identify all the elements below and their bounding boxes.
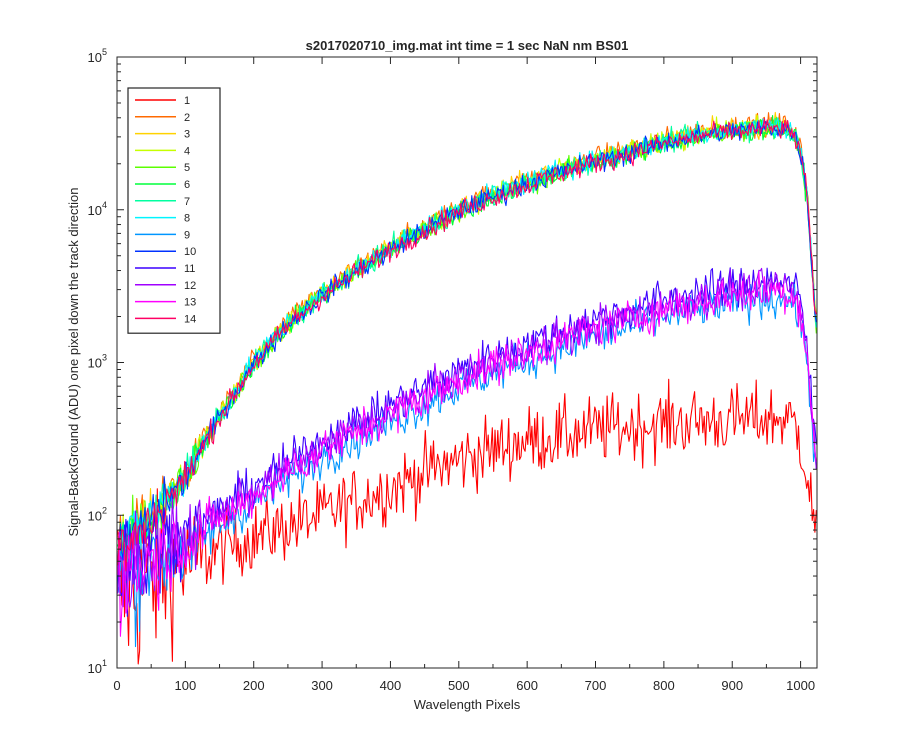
series-line-14 [117, 117, 817, 572]
legend-label-6: 6 [184, 179, 190, 191]
x-tick-label: 500 [448, 678, 470, 693]
x-tick-label: 100 [175, 678, 197, 693]
legend-label-14: 14 [184, 313, 196, 325]
legend-label-10: 10 [184, 246, 196, 258]
y-tick-label: 101 [88, 658, 107, 676]
x-tick-label: 300 [311, 678, 333, 693]
ticks-layer: 0 100 200 300 400 500 600 700 800 900 100010110210… [88, 47, 817, 693]
series-line-13 [117, 271, 817, 637]
legend-label-7: 7 [184, 196, 190, 208]
x-tick-label: 400 [380, 678, 402, 693]
legend-label-12: 12 [184, 280, 196, 292]
y-tick-label: 104 [88, 200, 107, 218]
legend-label-11: 11 [184, 263, 195, 275]
y-tick-label: 105 [88, 47, 107, 65]
x-axis-label: Wavelength Pixels [414, 697, 521, 712]
x-tick-label: 0 [113, 678, 120, 693]
chart-title: s2017020710_img.mat int time = 1 sec NaN… [306, 38, 629, 53]
y-tick-label: 103 [88, 353, 107, 371]
x-tick-label: 1000 [786, 678, 815, 693]
legend-label-8: 8 [184, 213, 190, 225]
legend-label-4: 4 [184, 145, 190, 157]
x-tick-label: 900 [721, 678, 743, 693]
legend-label-5: 5 [184, 162, 190, 174]
legend-label-1: 1 [184, 95, 190, 107]
x-tick-label: 200 [243, 678, 265, 693]
legend-label-2: 2 [184, 112, 190, 124]
legend-label-13: 13 [184, 297, 196, 309]
legend-box [127, 87, 221, 334]
legend-label-9: 9 [184, 229, 190, 241]
x-tick-label: 700 [585, 678, 607, 693]
series-line-10 [117, 121, 817, 588]
series-layer [117, 111, 817, 665]
x-tick-label: 600 [516, 678, 538, 693]
series-line-12 [117, 267, 817, 608]
plot-frame [116, 56, 818, 669]
x-tick-label: 800 [653, 678, 675, 693]
legend-label-3: 3 [184, 129, 190, 141]
series-line-1 [117, 378, 817, 665]
y-axis-label: Signal-BackGround (ADU) one pixel down t… [66, 187, 81, 536]
y-tick-label: 102 [88, 505, 107, 523]
